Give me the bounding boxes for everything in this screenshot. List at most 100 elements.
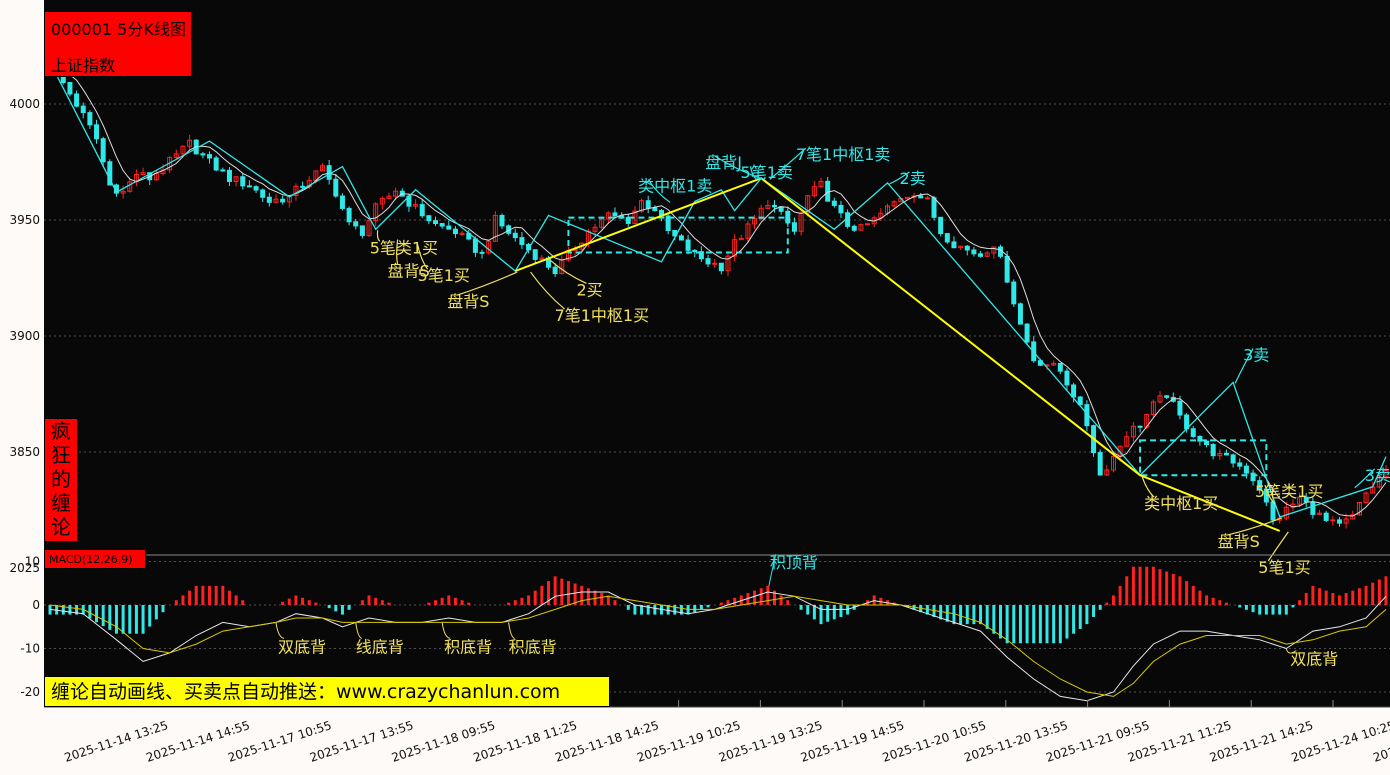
candle-body: [1197, 435, 1203, 442]
macd-annotation-arrow: [441, 622, 451, 639]
candle-body: [280, 198, 286, 203]
signal-label: 类中枢1买: [1144, 494, 1218, 513]
candle-body: [1270, 501, 1276, 521]
candle-body: [818, 180, 824, 188]
candle-body: [1017, 303, 1023, 325]
candle-body: [1210, 444, 1216, 457]
side-char: 疯: [51, 419, 71, 443]
candle-body: [605, 212, 611, 220]
candle-body: [94, 124, 100, 140]
candle-body: [386, 195, 392, 199]
signal-label: 3卖: [1243, 345, 1269, 364]
candle-body: [692, 249, 698, 253]
pivot-box: [567, 216, 789, 254]
candle-body: [120, 190, 126, 194]
candle-body: [738, 237, 744, 241]
candle-body: [971, 249, 977, 255]
candle-body: [67, 82, 73, 95]
candle-body: [1356, 502, 1362, 516]
macd-signal-label: 双底背: [1290, 650, 1338, 669]
candle-body: [752, 218, 758, 225]
candle-body: [353, 221, 359, 227]
candle-body: [80, 105, 86, 114]
candle-body: [712, 262, 718, 265]
candle-body: [1071, 384, 1077, 398]
macd-tick-label: 10: [25, 555, 40, 569]
candle-body: [918, 195, 924, 199]
candle-body: [499, 214, 505, 227]
candle-body: [1317, 512, 1323, 515]
candle-body: [831, 200, 837, 206]
candle-body: [1223, 452, 1229, 456]
annotation-arrow: [889, 171, 910, 185]
macd-annotation-arrow: [1285, 648, 1297, 654]
candle-body: [373, 203, 379, 222]
candle-body: [1177, 400, 1183, 416]
candle-body: [1204, 440, 1210, 446]
signal-label: 2卖: [899, 169, 925, 188]
macd-signal-label: 积底背: [444, 637, 492, 656]
candle-body: [798, 212, 804, 232]
candle-body: [938, 216, 944, 235]
candle-body: [652, 207, 658, 212]
annotation-arrow: [714, 155, 764, 180]
annotation-arrow: [1264, 484, 1276, 505]
candle-body: [1110, 455, 1116, 471]
candle-body: [492, 214, 498, 242]
candle-body: [426, 215, 432, 222]
candle-body: [705, 258, 711, 265]
annotation-arrow: [550, 259, 587, 284]
macd-annotation-arrow: [355, 622, 362, 639]
candle-body: [1130, 425, 1136, 438]
candle-body: [1064, 370, 1070, 386]
macd-label: MACD(12,26,9): [44, 549, 146, 569]
candle-body: [366, 220, 372, 236]
annotation-arrow: [457, 271, 518, 296]
candle-body: [1363, 492, 1369, 504]
candle-body: [1057, 362, 1063, 372]
candle-body: [592, 226, 598, 232]
candle-body: [997, 246, 1003, 257]
candle-body: [825, 180, 831, 202]
annotation-arrow: [396, 239, 399, 265]
annotation-arrow: [1234, 348, 1254, 384]
candle-body: [320, 165, 326, 172]
candle-body: [472, 238, 478, 253]
ma-line: [49, 61, 1387, 517]
candle-body: [452, 228, 458, 235]
candle-body: [1217, 452, 1223, 457]
annotation-arrow: [530, 271, 565, 310]
promo-banner[interactable]: 缠论自动画线、买卖点自动推送：www.crazychanlun.com: [44, 676, 610, 707]
candle-body: [865, 223, 871, 226]
dea-line: [49, 595, 1387, 697]
bi-strokes: [49, 61, 1387, 518]
candle-body: [100, 138, 106, 163]
side-char: 的: [51, 467, 71, 491]
candle-body: [1283, 506, 1289, 519]
macd-annotation-arrow: [275, 622, 285, 639]
index-name: 上证指数: [51, 56, 116, 75]
candle-body: [791, 222, 797, 232]
signal-label: 盘背S: [388, 262, 430, 281]
candle-body: [1150, 401, 1156, 416]
macd-annotation-arrow: [508, 622, 515, 639]
annotation-arrow: [416, 244, 429, 270]
candle-body: [931, 197, 937, 218]
candle-body: [851, 225, 857, 231]
candle-body: [180, 145, 186, 155]
candle-body: [240, 176, 246, 187]
annotation-arrow: [769, 147, 807, 180]
candle-body: [413, 204, 419, 207]
signal-label: 5笔1卖: [741, 163, 793, 182]
candle-body: [1310, 501, 1316, 515]
candle-body: [200, 153, 206, 156]
macd-tick-label: -10: [20, 642, 40, 656]
signal-label: 5笔1买: [1258, 558, 1310, 577]
side-char: 缠: [51, 491, 71, 515]
pivot-boxes: [567, 216, 1268, 477]
signal-label: 类中枢1卖: [638, 176, 712, 195]
candle-body: [1004, 255, 1010, 283]
candle-body: [1323, 512, 1329, 521]
candle-body: [838, 204, 844, 214]
